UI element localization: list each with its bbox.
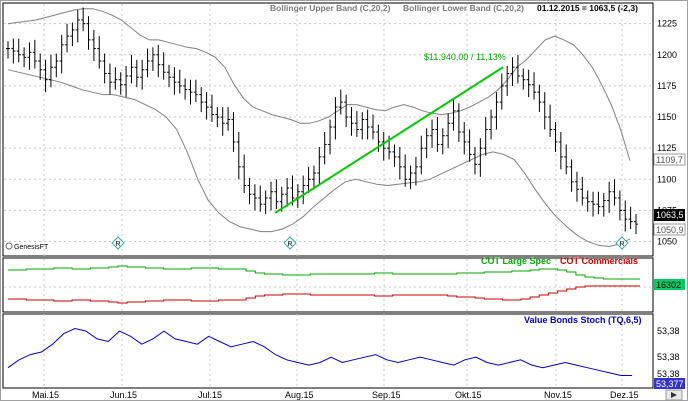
x-tick-label: Sep.15 [372, 390, 401, 400]
lower-band-label: Bollinger Lower Band (C,20,2) [403, 3, 524, 13]
trendline [274, 66, 504, 214]
stoch-line [7, 327, 632, 376]
event-marker-icon [283, 236, 297, 250]
stoch-series-line [7, 327, 632, 376]
value-badge-close-text: 1063,5 [656, 210, 684, 220]
event-marker-label: R [288, 241, 293, 248]
cot-panel [2, 257, 654, 313]
bollinger-upper-band [7, 8, 631, 161]
trendline-annotation: $11.940,00 / 11,13% [424, 52, 506, 62]
x-tick-label: Mai.15 [32, 390, 59, 400]
upper-band-label: Bollinger Upper Band (C,20,2) [270, 3, 391, 13]
copyright-icon [5, 242, 13, 250]
scroll-arrow[interactable] [665, 389, 683, 401]
event-marker-icon [615, 236, 629, 250]
trendline-group [274, 66, 504, 214]
stoch-y-tick-2: 53,38 [657, 369, 680, 379]
value-badge-upper: 1109,7 [653, 153, 686, 166]
stoch-value-badge: 53,377 [654, 378, 685, 389]
brand-mark: GenesisFT [5, 242, 49, 251]
grid [4, 4, 652, 387]
x-tick-label: Dez.15 [610, 390, 639, 400]
y-tick-label: 1125 [657, 143, 676, 153]
x-tick-label: Jul.15 [198, 390, 222, 400]
event-marker-icon [111, 236, 125, 250]
stoch-value-badge-text: 53,377 [656, 379, 684, 389]
y-tick-label: 1175 [657, 81, 676, 91]
value-badge-lower-text: 1050,9 [656, 225, 684, 235]
stoch-panel [2, 313, 654, 389]
y-tick-label: 1100 [657, 174, 676, 184]
bollinger-lower-band [7, 69, 631, 248]
quote-label: 01.12.2015 = 1063,5 (-2,3) [537, 3, 638, 13]
stoch-y-tick-0: 53,38 [657, 326, 680, 336]
cot-value-badge: 16302 [654, 279, 685, 290]
bollinger-bands [7, 8, 631, 248]
x-tick-label: Okt.15 [455, 390, 482, 400]
cot-lines [8, 265, 640, 304]
y-tick-label: 1200 [657, 50, 677, 60]
event-marker-label: R [620, 241, 625, 248]
cot-large-spec-label: COT Large Spec [481, 256, 551, 266]
price-bars [6, 7, 638, 235]
value-badge-upper-text: 1109,7 [656, 155, 683, 165]
cot-commercials-label: COT Commercials [560, 256, 638, 266]
cot-commercials-line [8, 285, 640, 304]
value-badge-close: 1063,5 [654, 209, 685, 221]
brand-label: GenesisFT [14, 244, 49, 251]
y-tick-label: 1050 [657, 237, 677, 247]
stoch-y-tick-1: 53,38 [657, 352, 680, 362]
time-x-axis: Mai.15 Jun.15 Jul.15 Aug.15 Sep.15 Okt.15 Nov.… [32, 390, 639, 400]
arrow-right-icon [671, 392, 677, 398]
x-tick-label: Nov.15 [544, 390, 572, 400]
value-badge-lower: 1050,9 [653, 223, 686, 236]
y-tick-label: 1150 [657, 112, 676, 122]
x-tick-label: Jun.15 [110, 390, 137, 400]
cot-value-badge-text: 16302 [656, 280, 681, 290]
price-panel [2, 2, 654, 257]
cot-large-spec-line [8, 265, 640, 280]
y-tick-label: 1225 [657, 19, 677, 29]
stoch-label: Value Bonds Stoch (TQ,6,5) [524, 315, 642, 325]
event-marker-label: R [116, 241, 121, 248]
x-tick-label: Aug.15 [285, 390, 314, 400]
